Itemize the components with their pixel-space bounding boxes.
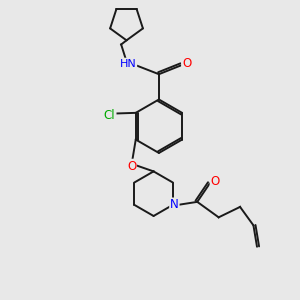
Text: N: N — [170, 198, 179, 211]
Text: O: O — [127, 160, 136, 172]
Text: HN: HN — [120, 58, 136, 68]
Text: Cl: Cl — [104, 109, 116, 122]
Text: O: O — [182, 57, 191, 70]
Text: O: O — [211, 176, 220, 188]
